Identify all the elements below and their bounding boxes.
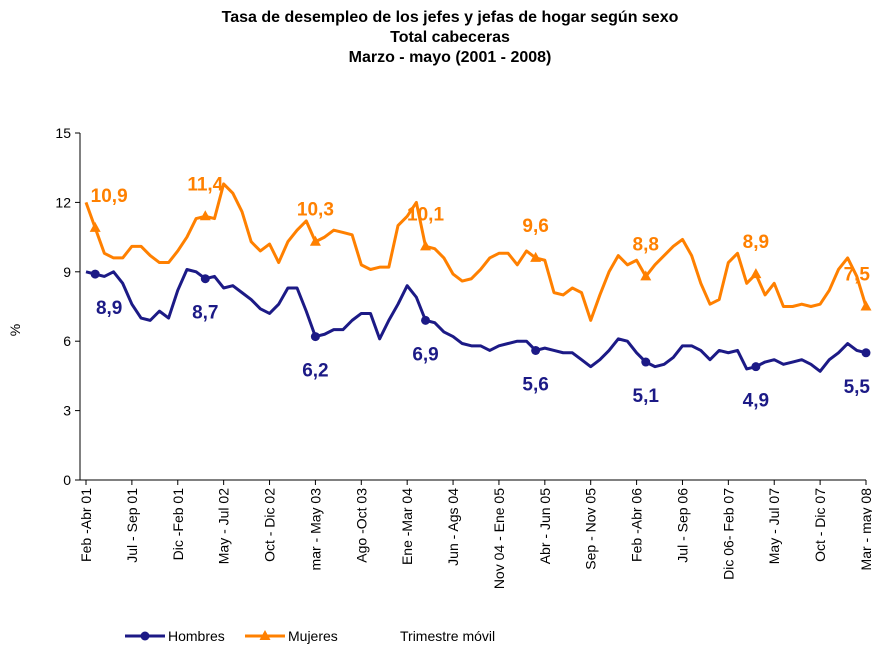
y-tick-label: 12 bbox=[55, 194, 71, 210]
y-tick-label: 9 bbox=[63, 264, 71, 280]
data-label: 8,9 bbox=[96, 298, 122, 319]
x-tick-label: Mar - may 08 bbox=[858, 488, 872, 571]
data-label: 7,5 bbox=[844, 265, 871, 286]
y-tick-label: 15 bbox=[55, 125, 71, 141]
data-label: 8,8 bbox=[633, 234, 659, 255]
x-tick-label: Jul - Sep 06 bbox=[674, 488, 690, 563]
legend-marker bbox=[140, 631, 150, 641]
data-label: 4,9 bbox=[743, 391, 769, 412]
data-label: 10,3 bbox=[297, 200, 334, 221]
x-tick-label: Oct - Dic 02 bbox=[262, 488, 278, 562]
x-tick-label: Nov 04 - Ene 05 bbox=[491, 488, 507, 589]
data-point bbox=[421, 315, 431, 325]
chart-title: Tasa de desempleo de los jefes y jefas d… bbox=[222, 9, 679, 26]
data-point bbox=[310, 332, 320, 342]
data-label: 5,5 bbox=[844, 377, 871, 398]
y-tick-label: 6 bbox=[63, 333, 71, 349]
data-point bbox=[531, 345, 541, 355]
x-tick-label: Ene -Mar 04 bbox=[399, 488, 415, 565]
x-tick-label: Dic 06- Feb 07 bbox=[720, 488, 736, 580]
y-tick-label: 0 bbox=[63, 472, 71, 488]
data-label: 10,1 bbox=[407, 204, 444, 225]
data-point bbox=[530, 251, 542, 262]
data-point bbox=[861, 348, 871, 358]
data-label: 5,6 bbox=[522, 374, 548, 395]
data-label: 11,4 bbox=[187, 174, 223, 195]
data-point bbox=[90, 269, 100, 279]
data-label: 6,2 bbox=[302, 361, 328, 382]
legend-label: Hombres bbox=[168, 628, 225, 644]
data-point bbox=[420, 240, 432, 251]
data-point bbox=[199, 210, 211, 221]
chart-title: Total cabeceras bbox=[390, 29, 510, 46]
chart-title: Marzo - mayo (2001 - 2008) bbox=[349, 49, 552, 66]
data-label: 8,9 bbox=[743, 232, 769, 253]
y-tick-label: 3 bbox=[63, 403, 71, 419]
x-axis-label: Trimestre móvil bbox=[400, 628, 495, 644]
data-point bbox=[751, 362, 761, 372]
x-tick-label: May - Jul 02 bbox=[216, 488, 232, 564]
data-label: 5,1 bbox=[633, 386, 660, 407]
data-label: 9,6 bbox=[522, 216, 548, 237]
data-label: 8,7 bbox=[192, 303, 218, 324]
data-point bbox=[200, 274, 210, 284]
data-point bbox=[860, 300, 872, 311]
series-line bbox=[84, 182, 868, 322]
data-point bbox=[309, 235, 321, 246]
x-tick-label: Abr - Jun 05 bbox=[537, 488, 553, 564]
data-label: 10,9 bbox=[91, 186, 128, 207]
x-tick-label: mar - May 03 bbox=[307, 488, 323, 571]
legend-label: Mujeres bbox=[288, 628, 338, 644]
data-point bbox=[640, 270, 652, 281]
data-point bbox=[89, 221, 101, 232]
series-line bbox=[85, 267, 867, 373]
x-tick-label: Sep - Nov 05 bbox=[583, 488, 599, 570]
x-tick-label: Jul - Sep 01 bbox=[124, 488, 140, 563]
legend-marker bbox=[259, 630, 271, 640]
x-tick-label: Jun - Ags 04 bbox=[445, 488, 461, 566]
x-tick-label: Ago -Oct 03 bbox=[353, 488, 369, 563]
y-axis-label: % bbox=[7, 324, 23, 336]
data-point bbox=[641, 357, 651, 367]
x-tick-label: Oct - Dic 07 bbox=[812, 488, 828, 562]
x-tick-label: Feb -Abr 01 bbox=[78, 488, 94, 562]
x-tick-label: May - Jul 07 bbox=[766, 488, 782, 564]
data-label: 6,9 bbox=[412, 344, 438, 365]
x-tick-label: Feb -Abr 06 bbox=[629, 488, 645, 562]
data-point bbox=[750, 268, 762, 279]
x-tick-label: Dic -Feb 01 bbox=[170, 488, 186, 561]
